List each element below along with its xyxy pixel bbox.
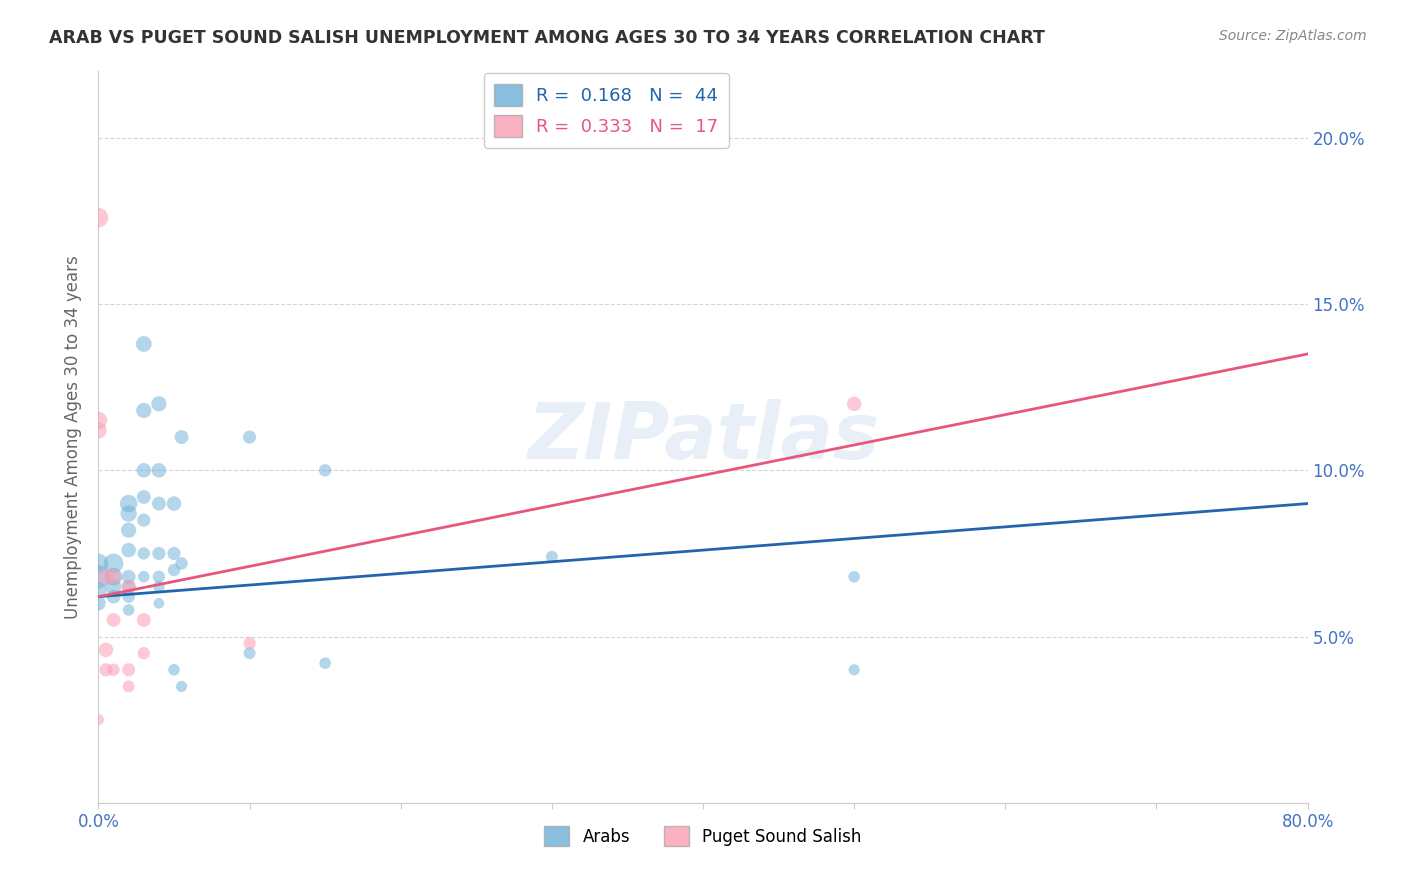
- Point: [118, 543, 141, 558]
- Point: [118, 580, 141, 594]
- Point: [844, 397, 866, 411]
- Point: [170, 430, 193, 444]
- Point: [132, 613, 155, 627]
- Point: [844, 663, 866, 677]
- Point: [118, 603, 141, 617]
- Text: ARAB VS PUGET SOUND SALISH UNEMPLOYMENT AMONG AGES 30 TO 34 YEARS CORRELATION CH: ARAB VS PUGET SOUND SALISH UNEMPLOYMENT …: [49, 29, 1045, 46]
- Point: [103, 570, 125, 584]
- Point: [148, 580, 170, 594]
- Point: [132, 337, 155, 351]
- Point: [844, 570, 866, 584]
- Point: [132, 546, 155, 560]
- Point: [132, 570, 155, 584]
- Point: [103, 590, 125, 604]
- Point: [239, 646, 262, 660]
- Point: [94, 643, 117, 657]
- Point: [148, 570, 170, 584]
- Text: Source: ZipAtlas.com: Source: ZipAtlas.com: [1219, 29, 1367, 43]
- Point: [87, 570, 110, 584]
- Point: [148, 463, 170, 477]
- Point: [118, 590, 141, 604]
- Point: [314, 463, 336, 477]
- Point: [314, 656, 336, 670]
- Point: [94, 570, 117, 584]
- Point: [118, 580, 141, 594]
- Point: [239, 430, 262, 444]
- Point: [87, 596, 110, 610]
- Point: [87, 413, 110, 427]
- Point: [118, 570, 141, 584]
- Point: [103, 570, 125, 584]
- Point: [148, 397, 170, 411]
- Point: [163, 497, 186, 511]
- Point: [148, 497, 170, 511]
- Point: [132, 490, 155, 504]
- Point: [118, 523, 141, 537]
- Point: [103, 557, 125, 571]
- Point: [87, 424, 110, 438]
- Point: [118, 507, 141, 521]
- Point: [540, 549, 562, 564]
- Point: [163, 563, 186, 577]
- Point: [132, 513, 155, 527]
- Point: [94, 663, 117, 677]
- Point: [118, 663, 141, 677]
- Text: ZIPatlas: ZIPatlas: [527, 399, 879, 475]
- Point: [170, 557, 193, 571]
- Point: [132, 403, 155, 417]
- Point: [103, 580, 125, 594]
- Point: [87, 557, 110, 571]
- Point: [239, 636, 262, 650]
- Point: [132, 646, 155, 660]
- Point: [118, 680, 141, 694]
- Point: [103, 663, 125, 677]
- Point: [148, 596, 170, 610]
- Point: [163, 663, 186, 677]
- Y-axis label: Unemployment Among Ages 30 to 34 years: Unemployment Among Ages 30 to 34 years: [65, 255, 83, 619]
- Point: [87, 582, 110, 597]
- Point: [170, 680, 193, 694]
- Point: [103, 613, 125, 627]
- Point: [148, 546, 170, 560]
- Point: [118, 497, 141, 511]
- Point: [163, 546, 186, 560]
- Point: [132, 463, 155, 477]
- Legend: Arabs, Puget Sound Salish: Arabs, Puget Sound Salish: [538, 820, 868, 853]
- Point: [87, 211, 110, 225]
- Point: [87, 713, 110, 727]
